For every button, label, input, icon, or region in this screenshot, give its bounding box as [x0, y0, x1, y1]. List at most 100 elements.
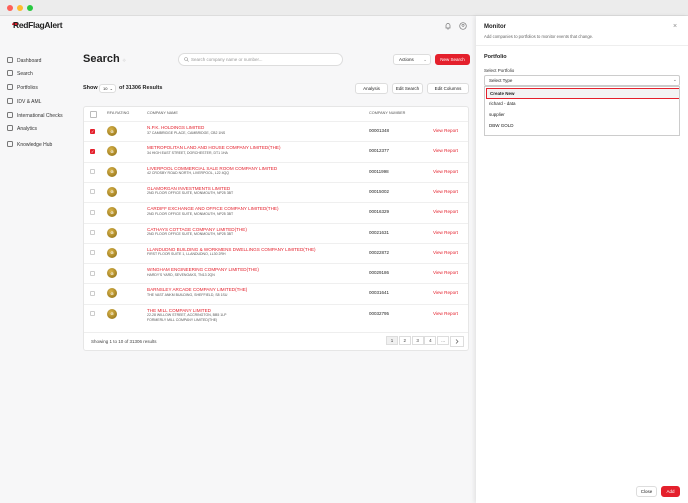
company-number: 00032795	[369, 310, 390, 316]
company-address: 22-28 WILLOW STREET, ACCRINGTON, BB5 1LP	[147, 313, 227, 318]
company-name[interactable]: THE MILL COMPANY LIMITED	[147, 307, 211, 313]
company-number: 00001348	[369, 128, 390, 133]
panel-subtitle: Add companies to portfolios to monitor e…	[484, 34, 594, 39]
rating-badge: G	[107, 268, 117, 279]
nav-item[interactable]: Dashboard	[17, 57, 42, 64]
page-button[interactable]: ...	[437, 336, 450, 345]
page-size-select[interactable]: 10 ⌄	[99, 84, 116, 93]
bell-icon[interactable]	[444, 22, 452, 30]
view-report-link[interactable]: View Report	[433, 290, 458, 296]
nav-icon	[7, 125, 13, 131]
nav-item[interactable]: International Checks	[17, 112, 63, 119]
actions-caret: ⌄	[423, 56, 427, 62]
company-name[interactable]: LLANDUDNO BUILDING & WORKMENS DWELLINGS …	[147, 246, 316, 252]
dropdown-option[interactable]: supplier	[489, 112, 505, 117]
view-report-link[interactable]: View Report	[433, 128, 458, 133]
page-button[interactable]: 1	[386, 336, 398, 345]
analysis-label: Analysis	[363, 86, 380, 91]
nav-item[interactable]: Portfolios	[17, 84, 38, 91]
row-checkbox[interactable]	[90, 169, 95, 175]
row-checkbox[interactable]	[90, 290, 95, 296]
nav-item[interactable]: Analytics	[17, 125, 38, 132]
dropdown-option[interactable]: richard - data	[489, 101, 516, 106]
company-number: 00012377	[369, 148, 390, 154]
rating-badge: G	[107, 227, 117, 238]
dropdown-option[interactable]: DBW GOLD	[489, 123, 514, 128]
add-button[interactable]: Add	[661, 486, 680, 497]
column-header[interactable]: COMPANY NUMBER	[369, 111, 406, 115]
user-icon[interactable]	[459, 22, 467, 30]
panel-close-icon[interactable]: ×	[673, 23, 678, 30]
nav-item[interactable]: Knowledge Hub	[17, 141, 53, 148]
view-report-link[interactable]: View Report	[433, 188, 458, 194]
page-button[interactable]: 3	[411, 336, 424, 345]
table-footer: Showing 1 to 10 of 31306 results	[91, 339, 157, 344]
company-name[interactable]: GLAMORGAN INVESTMENTS LIMITED	[147, 185, 231, 191]
company-number: 00015002	[369, 188, 390, 194]
row-divider	[84, 161, 468, 163]
row-checkbox[interactable]	[90, 270, 95, 276]
row-checkbox[interactable]	[90, 250, 95, 256]
company-number: 00022872	[369, 249, 390, 255]
row-checkbox[interactable]	[90, 311, 95, 317]
edit-search-label: Edit Search	[395, 86, 420, 91]
row-divider	[84, 263, 468, 265]
company-name[interactable]: N.P.K. HOLDINGS LIMITED	[147, 125, 205, 130]
company-address: 37 CAMBRIDGE PLACE, CAMBRIDGE, CB2 1NS	[147, 130, 226, 135]
dropdown: Create New richard - data supplier DBW GOLD…	[484, 86, 680, 136]
header-checkbox[interactable]	[90, 111, 97, 118]
dropdown-option[interactable]: Create New	[486, 88, 679, 99]
section-title: Portfolio	[484, 54, 507, 60]
edit-columns-button[interactable]: Edit Columns	[427, 83, 469, 94]
panel-title: Monitor	[484, 24, 506, 30]
page-button[interactable]: 2	[398, 336, 411, 345]
new-search-button[interactable]: New Search	[435, 54, 470, 65]
actions-button[interactable]: Actions ⌄	[393, 54, 431, 65]
page-title: Search	[83, 53, 120, 65]
portfolio-select[interactable]	[484, 75, 680, 86]
row-divider	[84, 303, 468, 305]
view-report-link[interactable]: View Report	[433, 310, 458, 316]
nav-item[interactable]: IDV & AML	[17, 98, 42, 105]
company-name[interactable]: BARNSLEY ARCADE COMPANY LIMITED(THE)	[147, 287, 248, 293]
rating-badge: G	[107, 247, 117, 258]
view-report-link[interactable]: View Report	[433, 229, 458, 235]
column-header[interactable]: COMPANY NAME	[147, 111, 178, 115]
next-page[interactable]	[450, 336, 464, 347]
page-size-caret: ⌄	[109, 86, 113, 91]
company-name[interactable]: LIVERPOOL COMMERCIAL SALE ROOM COMPANY L…	[147, 165, 278, 171]
row-checkbox[interactable]	[90, 230, 95, 235]
view-report-link[interactable]: View Report	[433, 168, 458, 174]
view-report-link[interactable]: View Report	[433, 270, 458, 276]
column-header[interactable]: RFA RATING	[107, 111, 130, 115]
rating-badge: G	[107, 126, 117, 136]
page-button[interactable]: 4	[424, 336, 437, 345]
view-report-link[interactable]: View Report	[433, 249, 458, 255]
nav-icon	[7, 112, 13, 118]
row-checkbox[interactable]	[90, 209, 95, 215]
company-name[interactable]: CATHAYS COTTAGE COMPANY LIMITED(THE)	[147, 226, 247, 232]
company-name[interactable]: METROPOLITAN LAND AND HOUSE COMPANY LIMI…	[147, 145, 281, 151]
min-light[interactable]	[17, 5, 23, 11]
logo: RedFlagAlert	[13, 20, 63, 30]
rating-badge: G	[107, 146, 117, 157]
close-button[interactable]: Close	[636, 486, 657, 497]
company-name[interactable]: CARDIFF EXCHANGE AND OFFICE COMPANY LIMI…	[147, 206, 279, 212]
view-report-link[interactable]: View Report	[433, 209, 458, 215]
company-name[interactable]: WINGHAM ENGINEERING COMPANY LIMITED(THE)	[147, 267, 259, 273]
row-checkbox[interactable]: ✓	[90, 128, 95, 134]
max-light[interactable]	[27, 5, 33, 11]
row-checkbox[interactable]	[90, 189, 95, 195]
close-light[interactable]	[7, 5, 13, 11]
logo-mark	[12, 22, 18, 25]
nav-item[interactable]: Search	[17, 70, 33, 77]
row-checkbox[interactable]: ✓	[90, 148, 95, 154]
search-input[interactable]	[178, 53, 343, 66]
analysis-button[interactable]: Analysis	[355, 83, 388, 94]
view-report-link[interactable]: View Report	[433, 148, 458, 154]
nav-icon	[7, 98, 13, 104]
edit-search-button[interactable]: Edit Search	[392, 83, 423, 94]
page-size-value: 10	[103, 86, 108, 91]
dropdown-option[interactable]: DBW 1954	[486, 132, 679, 135]
